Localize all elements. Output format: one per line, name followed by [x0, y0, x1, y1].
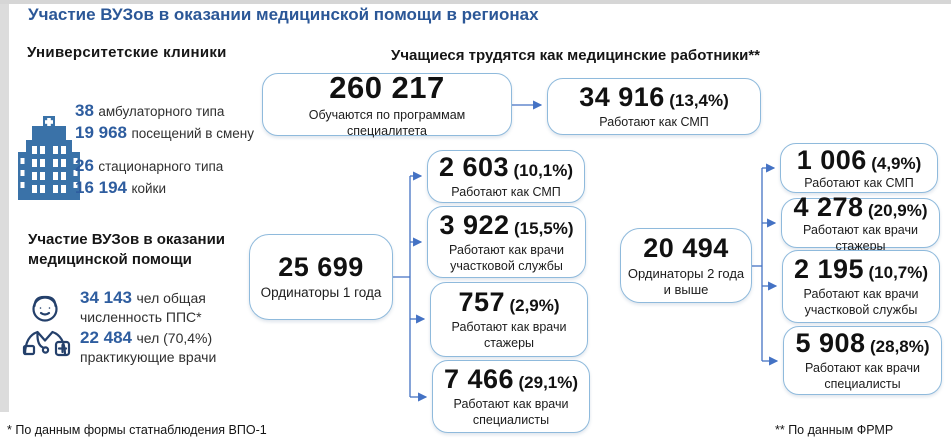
clinics-heading: Университетские клиники — [27, 44, 227, 61]
participation-stats: 34 143 чел общая численность ППС* 22 484… — [80, 288, 272, 368]
box-r2-specialist-doctors: 5 908 (28,8%) Работают как врачи специал… — [783, 326, 942, 395]
box-r1-district-doctors: 3 922 (15,5%) Работают как врачи участко… — [427, 206, 586, 278]
box-residents-year1: 25 699 Ординаторы 1 года — [249, 234, 393, 320]
stat-practicing-doctors: 22 484 чел (70,4%) практикующие врачи — [80, 328, 217, 365]
stat-visits: 19 968 посещений в смену — [75, 123, 254, 142]
box-specialitet-students: 260 217 Обучаются по программам специали… — [262, 69, 512, 138]
specialitet-value: 260 217 — [329, 69, 445, 105]
box-r1-specialist-doctors: 7 466 (29,1%) Работают как врачи специал… — [432, 360, 590, 433]
slide-top-edge — [0, 0, 951, 4]
stat-ambulatory: 38 амбулаторного типа — [75, 101, 225, 120]
stat-beds: 16 194 койки — [75, 178, 167, 197]
residents-year1-value: 25 699 — [278, 252, 364, 283]
participation-heading: Участие ВУЗов в оказании медицинской пом… — [28, 231, 226, 269]
box-r1-smp: 2 603 (10,1%) Работают как СМП — [427, 150, 585, 203]
residents-year2plus-value: 20 494 — [643, 232, 729, 263]
box-students-smp: 34 916 (13,4%) Работают как СМП — [547, 78, 761, 135]
page-title: Участие ВУЗов в оказании медицинской пом… — [28, 5, 539, 24]
box-r2-trainee-doctors: 4 278 (20,9%) Работают как врачи стажеры — [781, 192, 940, 253]
hospital-building-icon — [18, 116, 80, 205]
box-r2-smp: 1 006 (4,9%) Работают как СМП — [780, 143, 938, 193]
flow-heading: Учащиеся трудятся как медицинские работн… — [391, 47, 761, 64]
slide-left-edge — [0, 4, 9, 412]
stat-inpatient: 26 стационарного типа — [75, 156, 224, 175]
doctor-icon — [16, 292, 74, 365]
stat-pps-total: 34 143 чел общая численность ППС* — [80, 288, 206, 325]
clinics-stats: 38 амбулаторного типа 19 968 посещений в… — [75, 100, 285, 199]
footnote-vpo1: * По данным формы статнаблюдения ВПО-1 — [7, 423, 267, 437]
box-r2-district-doctors: 2 195 (10,7%) Работают как врачи участко… — [782, 250, 940, 323]
box-r1-trainee-doctors: 757 (2,9%) Работают как врачи стажеры — [430, 282, 588, 357]
students-smp-value: 34 916 (13,4%) — [579, 82, 729, 113]
footnote-frmr: ** По данным ФРМР — [775, 423, 894, 437]
box-residents-year2plus: 20 494 Ординаторы 2 года и выше — [620, 228, 752, 303]
